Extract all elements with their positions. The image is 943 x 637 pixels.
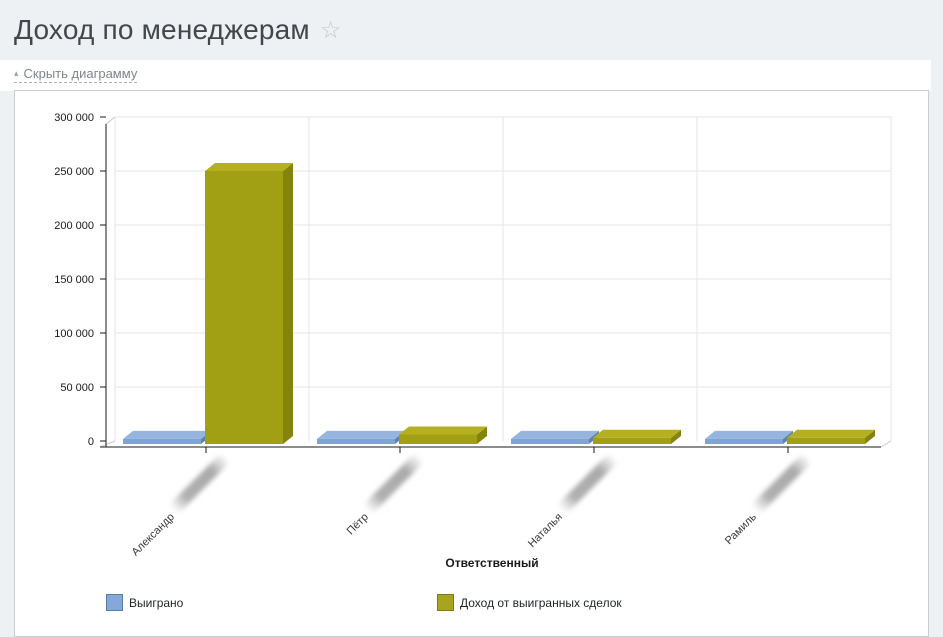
- svg-text:250 000: 250 000: [54, 166, 94, 178]
- legend-label-won: Выиграно: [129, 595, 184, 610]
- svg-text:100 000: 100 000: [54, 328, 94, 340]
- svg-text:Александр: Александр: [130, 511, 177, 558]
- chart-card: 0 50 000 100 000 150 000 200 000 250 000 300 0…: [14, 90, 929, 637]
- favorite-star-icon[interactable]: ☆: [319, 17, 342, 44]
- svg-text:50 000: 50 000: [60, 382, 94, 394]
- legend-item-won[interactable]: Выиграно: [106, 594, 183, 611]
- blurred-surname-streak: [558, 455, 616, 513]
- toggle-chart-label: Скрыть диаграмму: [23, 66, 138, 81]
- legend-label-income: Доход от выигранных сделок: [460, 595, 622, 610]
- category-label: Рамиль: [723, 455, 810, 547]
- svg-text:0: 0: [88, 436, 94, 448]
- collapse-arrow-icon: ▴: [14, 68, 19, 78]
- svg-text:300 000: 300 000: [54, 112, 94, 124]
- svg-text:Рамиль: Рамиль: [723, 511, 759, 547]
- toggle-chart-link[interactable]: ▴ Скрыть диаграмму: [14, 66, 138, 83]
- page-title: Доход по менеджерам: [14, 14, 310, 45]
- legend-item-income[interactable]: Доход от выигранных сделок: [437, 594, 622, 611]
- svg-text:150 000: 150 000: [54, 274, 94, 286]
- legend-swatch-won: [106, 594, 123, 611]
- svg-text:200 000: 200 000: [54, 220, 94, 232]
- x-axis-title: Ответственный: [445, 556, 538, 570]
- blurred-surname-streak: [170, 455, 228, 513]
- svg-text:Пётр: Пётр: [345, 511, 371, 537]
- bar-chart-canvas: 0 50 000 100 000 150 000 200 000 250 000 300 0…: [54, 112, 892, 570]
- blurred-surname-streak: [752, 455, 810, 513]
- category-label: Наталья: [526, 455, 616, 550]
- category-label: Александр: [130, 455, 228, 558]
- category-label: Пётр: [345, 455, 422, 537]
- page-header: Доход по менеджерам ☆: [0, 0, 943, 60]
- svg-text:Наталья: Наталья: [526, 511, 565, 550]
- legend-swatch-income: [437, 594, 454, 611]
- blurred-surname-streak: [364, 455, 422, 513]
- toolbar-band: ▴ Скрыть диаграмму: [0, 60, 931, 91]
